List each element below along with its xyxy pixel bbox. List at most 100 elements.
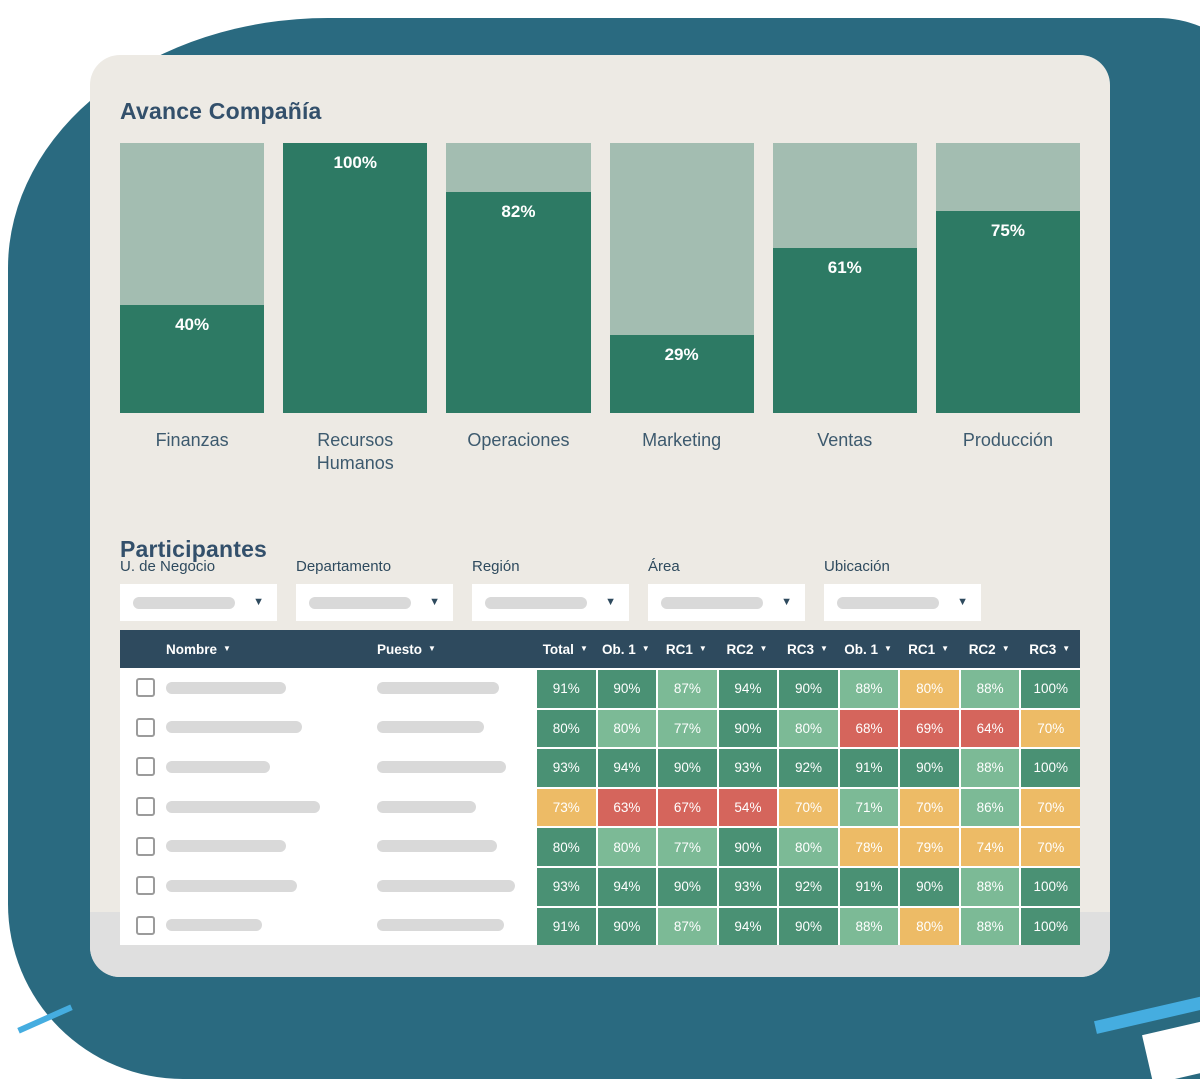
row-checkbox[interactable]	[136, 717, 155, 737]
column-header-label: Nombre	[166, 641, 218, 657]
filter-dropdown[interactable]: ▼	[296, 584, 453, 621]
score-cell: 70%	[898, 786, 959, 827]
column-header-rc3[interactable]: RC3 ▼	[777, 642, 838, 657]
name-placeholder	[166, 879, 297, 892]
bar-category-label: Marketing	[642, 430, 722, 450]
column-header-rc1[interactable]: RC1 ▼	[898, 642, 959, 657]
score-cell: 91%	[837, 865, 899, 906]
score-cell: 93%	[716, 747, 778, 787]
table-row: 93% 94% 90% 93% 92% 91% 90% 88% 100%	[120, 747, 1080, 787]
checkbox-cell	[120, 906, 166, 946]
name-cell	[166, 708, 377, 748]
name-cell	[166, 906, 377, 946]
bar-fill: 100%	[283, 143, 428, 413]
filter-dropdown[interactable]: ▼	[472, 584, 629, 621]
filter-value-placeholder	[133, 596, 235, 609]
role-cell	[377, 747, 535, 787]
row-checkbox[interactable]	[136, 678, 155, 698]
chevron-down-icon: ▼	[253, 596, 264, 608]
score-cell: 94%	[716, 905, 778, 946]
score-cell: 91%	[535, 905, 596, 946]
name-placeholder	[166, 800, 320, 813]
filter-dropdown[interactable]: ▼	[824, 584, 981, 621]
score-cell: 77%	[656, 707, 717, 748]
column-header-label: Ob. 1	[601, 641, 636, 657]
score-cell: 90%	[898, 747, 959, 787]
column-header-label: RC3	[1029, 641, 1057, 657]
score-cell: 77%	[656, 826, 717, 866]
column-header-total[interactable]: Total ▼	[535, 642, 596, 657]
name-cell	[166, 747, 377, 787]
sort-arrow-icon: ▼	[820, 644, 828, 653]
table-row: 91% 90% 87% 94% 90% 88% 80% 88% 100%	[120, 905, 1080, 946]
score-cell: 100%	[1019, 905, 1080, 946]
column-header-label: RC2	[726, 641, 754, 657]
column-header-nombre[interactable]: Nombre ▼	[166, 642, 377, 657]
score-cell: 88%	[837, 905, 899, 946]
bar-fill: 75%	[935, 210, 1081, 413]
row-checkbox[interactable]	[136, 836, 155, 856]
checkbox-cell	[120, 747, 166, 787]
chevron-down-icon: ▼	[781, 596, 792, 608]
filter-label: Ubicación	[824, 558, 890, 575]
table-row: 80% 80% 77% 90% 80% 68% 69% 64% 70%	[120, 707, 1080, 748]
checkbox-cell	[120, 826, 166, 866]
score-cell: 80%	[535, 826, 596, 866]
column-header-rc1[interactable]: RC1 ▼	[656, 642, 717, 657]
filter-value-placeholder	[485, 596, 587, 609]
sort-arrow-icon: ▼	[698, 644, 707, 653]
filter-label: Región	[472, 558, 520, 575]
dashboard-card: Avance Compañía 40% 100% 82% 29% 61% 75% Fina…	[90, 55, 1110, 977]
score-cell: 90%	[777, 668, 838, 708]
column-header-rc2[interactable]: RC2 ▼	[959, 642, 1020, 657]
score-cell: 93%	[716, 865, 778, 906]
column-header-rc3[interactable]: RC3 ▼	[1019, 642, 1080, 657]
sort-arrow-icon: ▼	[579, 644, 588, 653]
role-cell	[377, 668, 535, 708]
column-header-label: Total	[542, 641, 574, 657]
role-placeholder	[377, 721, 484, 734]
table-row: 73% 63% 67% 54% 70% 71% 70% 86% 70%	[120, 786, 1080, 827]
sort-arrow-icon: ▼	[941, 644, 950, 653]
bar-value-label: 40%	[175, 315, 210, 334]
score-cell: 94%	[595, 747, 657, 787]
filter-group: Región ▼	[472, 558, 629, 621]
row-checkbox[interactable]	[136, 797, 155, 817]
score-cell: 100%	[1019, 865, 1080, 906]
score-cell: 70%	[1019, 707, 1080, 748]
score-cell: 68%	[837, 707, 899, 748]
name-placeholder	[166, 681, 286, 694]
score-cell: 87%	[656, 668, 717, 708]
score-cell: 63%	[595, 786, 657, 827]
filter-dropdown[interactable]: ▼	[648, 584, 805, 621]
score-cell: 90%	[595, 668, 657, 708]
column-header-ob-1[interactable]: Ob. 1 ▼	[838, 642, 899, 657]
column-header-label: RC1	[665, 641, 693, 657]
filter-value-placeholder	[661, 596, 763, 609]
score-cell: 80%	[898, 668, 959, 708]
table-header-row: Nombre ▼ Puesto ▼ Total ▼ Ob. 1 ▼ RC1 ▼ RC2 ▼ RC3 ▼ Ob…	[120, 630, 1080, 668]
column-header-rc2[interactable]: RC2 ▼	[717, 642, 778, 657]
score-cell: 80%	[535, 707, 596, 748]
name-placeholder	[166, 919, 262, 932]
bar-fill: 40%	[120, 305, 265, 413]
score-cell: 90%	[898, 865, 959, 906]
bar-track: 82%	[446, 143, 591, 413]
column-header-ob-1[interactable]: Ob. 1 ▼	[596, 642, 657, 657]
filter-label: U. de Negocio	[120, 558, 216, 575]
row-checkbox[interactable]	[136, 915, 155, 935]
filter-label: Departamento	[296, 558, 392, 575]
role-placeholder	[377, 760, 506, 773]
bar-track: 100%	[283, 143, 428, 413]
filter-dropdown[interactable]: ▼	[120, 584, 277, 621]
column-header-puesto[interactable]: Puesto ▼	[377, 642, 535, 657]
row-checkbox[interactable]	[136, 757, 155, 777]
row-checkbox[interactable]	[136, 876, 155, 896]
score-cell: 70%	[1019, 826, 1080, 866]
sort-arrow-icon: ▼	[1001, 644, 1010, 653]
bar-category-label: Recursos Humanos	[316, 430, 394, 473]
score-cell: 94%	[595, 865, 657, 906]
score-cell: 94%	[716, 668, 778, 708]
table-row: 93% 94% 90% 93% 92% 91% 90% 88% 100%	[120, 865, 1080, 906]
score-cell: 90%	[716, 826, 778, 866]
